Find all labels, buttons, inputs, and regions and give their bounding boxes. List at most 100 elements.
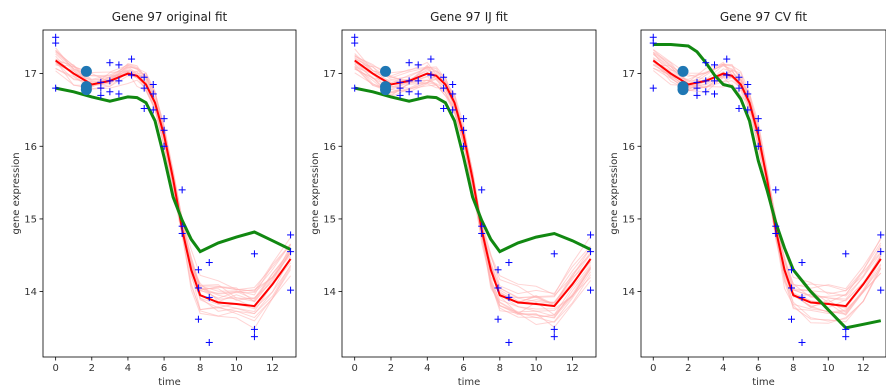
y-axis-label: gene expression (310, 152, 321, 234)
x-tick-label: 12 (266, 363, 279, 374)
observation-point (440, 104, 448, 112)
axes-frame (640, 29, 886, 358)
x-axis-label: time (458, 377, 481, 388)
observation-point (587, 248, 595, 256)
observation-point (250, 325, 258, 333)
observation-point (649, 84, 657, 92)
sample-curve (55, 68, 292, 315)
observation-point (754, 142, 762, 150)
observation-point (178, 222, 186, 230)
observation-point (440, 84, 448, 92)
observation-point (735, 84, 743, 92)
observation-point (587, 286, 595, 294)
observation-point (405, 88, 413, 96)
highlight-marker (677, 65, 689, 77)
sample-curve (652, 70, 882, 323)
observation-point (735, 104, 743, 112)
observation-point (744, 90, 752, 98)
sample-curve (653, 49, 882, 298)
highlight-marker (80, 84, 92, 96)
observation-point (149, 106, 157, 114)
observation-point (772, 222, 780, 230)
observation-point (460, 126, 468, 134)
observation-point (128, 71, 136, 79)
observation-point (115, 61, 123, 69)
observation-point (702, 88, 710, 96)
observation-point (702, 77, 710, 85)
observation-point (449, 90, 457, 98)
observation-point (505, 293, 513, 301)
x-tick-label: 10 (230, 363, 243, 374)
x-tick-label: 4 (125, 363, 131, 374)
observation-point (798, 338, 806, 346)
observation-point (97, 84, 105, 92)
x-axis-label: time (158, 377, 181, 388)
axes-frame (341, 29, 597, 358)
observation-point (798, 293, 806, 301)
y-tick-label: 14 (622, 287, 635, 298)
x-tick-label: 10 (822, 363, 835, 374)
sample-curve (652, 49, 882, 295)
observation-point (460, 115, 468, 123)
observations (52, 33, 295, 346)
x-tick-label: 2 (89, 363, 95, 374)
y-tick-label: 16 (622, 142, 635, 153)
sample-curve (55, 64, 291, 313)
observation-point (97, 91, 105, 99)
observation-point (106, 59, 114, 67)
x-tick-label: 0 (650, 363, 656, 374)
observation-point (478, 229, 486, 237)
observation-point (460, 142, 468, 150)
observation-point (494, 284, 502, 292)
x-tick-label: 0 (52, 363, 58, 374)
x-tick-label: 4 (720, 363, 726, 374)
y-tick-label: 14 (24, 287, 37, 298)
observation-point (735, 73, 743, 81)
observation-point (723, 71, 731, 79)
highlight-marker (677, 84, 689, 96)
observation-point (505, 338, 513, 346)
observation-point (427, 55, 435, 63)
y-tick-label: 15 (622, 214, 635, 225)
x-tick-label: 12 (857, 363, 870, 374)
sample-curve (354, 58, 591, 304)
x-tick-label: 8 (197, 363, 203, 374)
observation-point (723, 55, 731, 63)
observation-point (178, 186, 186, 194)
highlight-marker (380, 65, 392, 77)
y-tick-label: 17 (323, 69, 336, 80)
x-tick-label: 8 (497, 363, 503, 374)
observation-point (140, 73, 148, 81)
highlight-marker (380, 84, 392, 96)
mean-curve (354, 59, 592, 308)
subplot-title: Gene 97 original fit (112, 10, 228, 24)
subplot-title: Gene 97 CV fit (720, 10, 808, 24)
observation-point (693, 91, 701, 99)
sample-curve (354, 66, 592, 323)
observation-point (250, 333, 258, 341)
observation-point (744, 106, 752, 114)
observation-point (205, 293, 213, 301)
observation-point (396, 84, 404, 92)
subplot-original-fit: Gene 97 original fit time gene expressio… (11, 10, 297, 388)
observation-point (877, 248, 885, 256)
observation-point (405, 77, 413, 85)
observation-point (788, 284, 795, 292)
axes-frame (42, 29, 297, 358)
mean-curve (55, 59, 292, 308)
observation-point (440, 73, 448, 81)
observation-point (550, 250, 558, 258)
observation-point (478, 222, 486, 230)
x-tick-label: 2 (388, 363, 394, 374)
observation-point (550, 333, 558, 341)
y-tick-label: 15 (24, 214, 37, 225)
x-tick-label: 10 (530, 363, 543, 374)
observation-point (711, 61, 718, 69)
observation-point (877, 286, 885, 294)
mean-curve (652, 59, 882, 308)
observation-point (128, 55, 136, 63)
x-tick-label: 12 (566, 363, 579, 374)
observation-point (711, 77, 718, 85)
observation-point (149, 90, 157, 98)
